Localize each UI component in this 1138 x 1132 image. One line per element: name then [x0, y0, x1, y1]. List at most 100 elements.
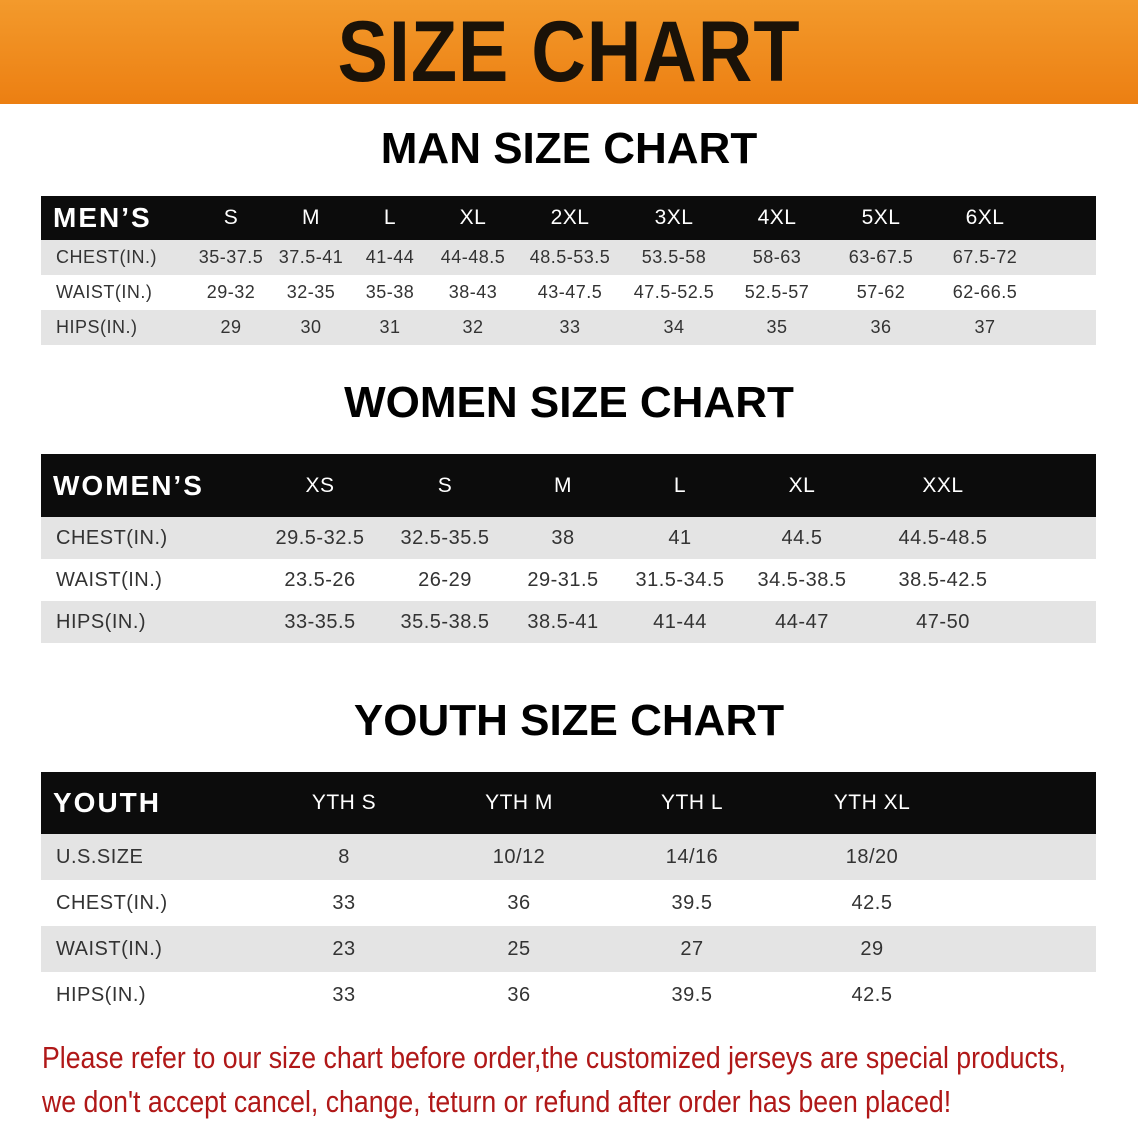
table-cell: 10/12: [492, 845, 546, 868]
table-cell: 29.5-32.5: [275, 526, 365, 549]
table-header-row: YOUTH YTH S YTH M YTH L YTH XL: [41, 772, 1096, 834]
row-label: WAIST(IN.): [56, 937, 163, 960]
table-cell: 41-44: [653, 610, 707, 633]
table-cell: 29: [860, 937, 884, 960]
table-cell: 23.5-26: [284, 568, 356, 591]
table-row: HIPS(IN.) 33 36 39.5 42.5: [41, 972, 1096, 1018]
notice-line-1: Please refer to our size chart before or…: [42, 1040, 1066, 1075]
size-header: YTH L: [660, 791, 723, 814]
row-label: U.S.SIZE: [56, 845, 144, 868]
title-banner: SIZE CHART: [0, 0, 1138, 104]
size-header: L: [673, 473, 687, 497]
women-section-title: WOMEN SIZE CHART: [344, 378, 794, 427]
row-label: HIPS(IN.): [56, 610, 147, 633]
table-cell: 14/16: [665, 845, 719, 868]
size-header: 6XL: [965, 206, 1005, 229]
table-cell: 23: [332, 937, 356, 960]
table-row: WAIST(IN.) 29-32 32-35 35-38 38-43 43-47.5 47.…: [41, 275, 1096, 310]
table-cell: 35: [766, 317, 788, 337]
men-size-table: MEN’S S M L XL 2XL 3XL 4XL 5XL 6XL CHEST(IN.) 35-37…: [41, 196, 1096, 345]
table-cell: 32-35: [286, 282, 336, 302]
table-header-label: YOUTH: [53, 787, 161, 818]
size-header: XL: [459, 206, 487, 229]
table-row: CHEST(IN.) 29.5-32.5 32.5-35.5 38 41 44.5 44.5…: [41, 517, 1096, 559]
table-cell: 31.5-34.5: [635, 568, 725, 591]
table-cell: 62-66.5: [952, 282, 1018, 302]
table-cell: 44-47: [775, 610, 829, 633]
table-cell: 30: [300, 317, 322, 337]
table-row: WAIST(IN.) 23 25 27 29: [41, 926, 1096, 972]
row-label: HIPS(IN.): [56, 317, 138, 337]
table-cell: 33: [559, 317, 581, 337]
table-cell: 35-37.5: [198, 247, 264, 267]
table-row: U.S.SIZE 8 10/12 14/16 18/20: [41, 834, 1096, 880]
table-cell: 38-43: [448, 282, 498, 302]
table-cell: 41-44: [365, 247, 415, 267]
table-cell: 44.5: [781, 526, 823, 549]
table-cell: 41: [668, 526, 692, 549]
table-cell: 63-67.5: [848, 247, 914, 267]
size-header: L: [383, 206, 397, 229]
table-header-row: MEN’S S M L XL 2XL 3XL 4XL 5XL 6XL: [41, 196, 1096, 240]
size-header: S: [437, 473, 453, 497]
size-header: 5XL: [861, 206, 901, 229]
table-cell: 42.5: [851, 983, 893, 1006]
table-cell: 34: [663, 317, 685, 337]
table-cell: 52.5-57: [744, 282, 810, 302]
size-header: 2XL: [550, 206, 590, 229]
table-cell: 32.5-35.5: [400, 526, 490, 549]
page-title: SIZE CHART: [337, 4, 801, 100]
table-cell: 36: [507, 891, 531, 914]
table-cell: 43-47.5: [537, 282, 603, 302]
table-cell: 38: [551, 526, 575, 549]
table-cell: 42.5: [851, 891, 893, 914]
table-cell: 33: [332, 891, 356, 914]
table-cell: 67.5-72: [952, 247, 1018, 267]
table-cell: 29-31.5: [527, 568, 599, 591]
table-row: CHEST(IN.) 33 36 39.5 42.5: [41, 880, 1096, 926]
table-cell: 36: [507, 983, 531, 1006]
table-header-row: WOMEN’S XS S M L XL XXL: [41, 454, 1096, 517]
table-cell: 57-62: [856, 282, 906, 302]
table-header-label: MEN’S: [53, 202, 152, 233]
table-cell: 26-29: [418, 568, 472, 591]
notice-line-2: we don't accept cancel, change, teturn o…: [42, 1084, 952, 1119]
size-header: S: [223, 206, 239, 229]
table-row: HIPS(IN.) 29 30 31 32 33 34 35 36 37: [41, 310, 1096, 345]
youth-size-table: YOUTH YTH S YTH M YTH L YTH XL U.S.SIZE 8 10/12…: [41, 772, 1096, 1018]
table-row: WAIST(IN.) 23.5-26 26-29 29-31.5 31.5-34.5 34…: [41, 559, 1096, 601]
table-cell: 8: [338, 845, 350, 868]
table-cell: 33: [332, 983, 356, 1006]
table-cell: 38.5-42.5: [898, 568, 988, 591]
size-header: XXL: [922, 473, 964, 497]
table-cell: 34.5-38.5: [757, 568, 847, 591]
order-notice: Please refer to our size chart before or…: [42, 1036, 1066, 1124]
size-header: 3XL: [654, 206, 694, 229]
table-cell: 33-35.5: [284, 610, 356, 633]
size-header: XL: [788, 473, 816, 497]
row-label: CHEST(IN.): [56, 247, 157, 267]
size-header: YTH S: [311, 791, 377, 814]
size-header: 4XL: [757, 206, 797, 229]
table-row: HIPS(IN.) 33-35.5 35.5-38.5 38.5-41 41-44 44-…: [41, 601, 1096, 643]
table-cell: 47.5-52.5: [633, 282, 715, 302]
row-label: HIPS(IN.): [56, 983, 147, 1006]
table-cell: 32: [462, 317, 484, 337]
table-cell: 44-48.5: [440, 247, 506, 267]
table-cell: 47-50: [916, 610, 970, 633]
table-cell: 53.5-58: [641, 247, 707, 267]
table-cell: 35-38: [365, 282, 415, 302]
size-header: XS: [305, 473, 335, 497]
table-cell: 27: [680, 937, 704, 960]
table-cell: 29: [220, 317, 242, 337]
table-cell: 18/20: [845, 845, 899, 868]
size-header: M: [554, 473, 572, 497]
row-label: CHEST(IN.): [56, 526, 168, 549]
women-size-table: WOMEN’S XS S M L XL XXL CHEST(IN.) 29.5-32.5 32.5…: [41, 454, 1096, 643]
table-cell: 58-63: [752, 247, 802, 267]
table-row: CHEST(IN.) 35-37.5 37.5-41 41-44 44-48.5 48.5…: [41, 240, 1096, 275]
table-cell: 37: [974, 317, 996, 337]
youth-section-title: YOUTH SIZE CHART: [353, 696, 785, 745]
table-cell: 31: [379, 317, 401, 337]
table-cell: 44.5-48.5: [898, 526, 988, 549]
